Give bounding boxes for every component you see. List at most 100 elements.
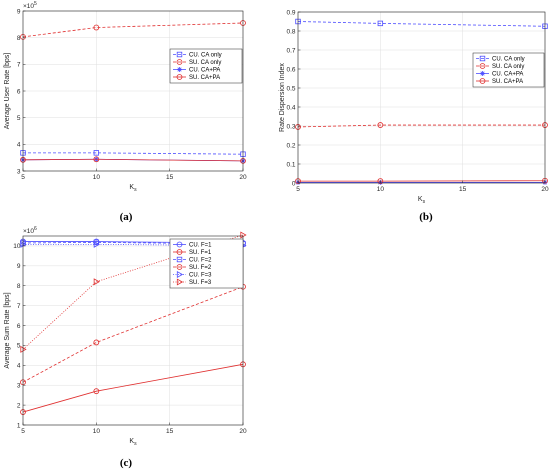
x-axis-label: Ks	[418, 196, 426, 205]
legend-item-su-ca-only: SU. CA only	[173, 59, 221, 66]
y-axis-label: Average User Rate [bps]	[4, 53, 11, 130]
legend-label: CU. CA only	[492, 57, 525, 63]
x-tick-label: 10	[93, 174, 101, 181]
legend-marker	[479, 78, 486, 84]
legend-marker	[176, 271, 184, 278]
y-tick-label: 3	[17, 168, 21, 175]
x-tick-label: 10	[93, 428, 101, 435]
y-tick-label: 4	[17, 142, 21, 149]
y-tick-label: 0.6	[286, 66, 295, 73]
series-line	[23, 152, 244, 155]
y-tick-label: 1	[17, 422, 21, 429]
series-line	[22, 286, 244, 383]
x-axis-label: Ks	[129, 184, 137, 193]
y-tick-label: 9	[17, 263, 21, 270]
legend-marker	[176, 264, 183, 270]
y-tick-label: 10	[13, 243, 21, 250]
data-point-triangle	[93, 278, 100, 286]
x-tick-label: 10	[377, 186, 385, 193]
plot-area	[298, 12, 545, 183]
y-tick-label: 6	[17, 88, 21, 95]
series-line	[22, 22, 244, 38]
data-point-circle	[93, 24, 100, 31]
legend-marker	[479, 55, 486, 62]
y-multiplier: ×105	[23, 1, 37, 10]
y-tick-label: 4	[17, 363, 21, 370]
legend-item-cu-ca-pa: CU. CA+PA	[173, 67, 220, 74]
y-axis-label: Rate Dispersion Index	[279, 63, 286, 132]
legend-item-cu-ca-pa: CU. CA+PA	[476, 71, 523, 78]
legend-marker	[176, 241, 183, 248]
y-tick-label: 2	[17, 402, 21, 409]
y-axis-label: Average Sum Rate [bps]	[4, 292, 11, 368]
x-tick-label: 5	[21, 174, 25, 181]
y-tick-label: 0.7	[286, 47, 295, 54]
legend-label: CU. CA only	[189, 53, 222, 59]
y-tick-label: 0.1	[286, 161, 295, 168]
legend-item-cu-ca-only: CU. CA only	[173, 51, 222, 59]
y-tick-label: 3	[17, 383, 21, 390]
data-point-circle	[377, 122, 384, 128]
legend-item-su-f-1: SU. F=1	[173, 249, 212, 256]
x-tick-label: 15	[459, 186, 467, 193]
y-tick-label: 0.9	[286, 9, 295, 16]
legend-marker	[480, 71, 485, 76]
data-point-square	[377, 20, 384, 27]
legend-marker	[176, 59, 183, 65]
panel-caption: (b)	[419, 211, 433, 223]
y-tick-label: 6	[17, 323, 21, 330]
legend-marker	[176, 74, 183, 80]
series-line	[23, 243, 244, 246]
x-tick-label: 15	[166, 428, 174, 435]
axes-frame	[22, 235, 244, 426]
panel-caption: (a)	[120, 211, 133, 223]
y-multiplier: ×106	[23, 226, 37, 235]
data-point-circle	[377, 178, 384, 185]
data-point-circle	[93, 156, 100, 163]
chart-panel-b: 5 10 15 20 0 0.1 0.2 0.3 0.4 0.5 0.6 0.7 0.8 0.9 Ks Rat…	[279, 9, 549, 223]
legend-label: SU. F=3	[189, 280, 212, 286]
data-point-circle	[93, 339, 100, 346]
legend-marker	[176, 51, 183, 58]
y-tick-label: 0.4	[286, 104, 295, 111]
legend-marker	[177, 67, 182, 72]
legend-item-cu-f-2: CU. F=2	[173, 256, 212, 264]
x-tick-label: 20	[239, 428, 247, 435]
y-tick-label: 5	[17, 115, 21, 122]
legend-item-su-f-2: SU. F=2	[173, 264, 212, 271]
legend-marker	[176, 256, 183, 263]
x-tick-label: 5	[296, 186, 300, 193]
legend-item-cu-f-3: CU. F=3	[173, 271, 212, 279]
legend-label: CU. F=2	[189, 258, 212, 264]
legend-label: CU. F=3	[189, 273, 212, 279]
data-point-triangle	[93, 240, 100, 248]
x-tick-label: 20	[239, 174, 247, 181]
legend-label: SU. CA+PA	[189, 75, 220, 81]
legend-item-su-ca-pa: SU. CA+PA	[476, 78, 523, 85]
series-line	[297, 124, 545, 128]
x-axis-label: Ks	[129, 438, 137, 447]
legend-item-cu-ca-only: CU. CA only	[476, 55, 525, 63]
y-tick-label: 9	[17, 8, 21, 15]
legend-label: SU. CA only	[492, 64, 524, 70]
data-point-circle	[93, 388, 100, 395]
legend-item-su-f-3: SU. F=3	[173, 278, 212, 286]
legend-item-su-ca-only: SU. CA only	[476, 63, 524, 70]
legend-label: CU. F=1	[189, 243, 212, 249]
legend-label: SU. CA only	[189, 60, 221, 66]
y-tick-label: 7	[17, 303, 21, 310]
data-point-square	[93, 150, 100, 156]
x-tick-label: 5	[21, 428, 25, 435]
legend: CU. F=1SU. F=1 CU. F=2SU. F=2 CU. F=3SU. F…	[169, 238, 244, 289]
chart-panel-a: 5 10 15 20 3 4 5 6 7 8 9×105 Ks Average User Rate [b…	[4, 1, 247, 223]
y-tick-label: 0.3	[286, 123, 295, 130]
axes-frame	[297, 11, 546, 184]
legend-label: SU. F=1	[189, 250, 212, 256]
legend-item-cu-f-1: CU. F=1	[173, 241, 212, 249]
legend-marker	[176, 278, 184, 286]
y-tick-label: 0	[292, 180, 296, 187]
y-tick-label: 8	[17, 283, 21, 290]
series-line	[22, 234, 244, 350]
